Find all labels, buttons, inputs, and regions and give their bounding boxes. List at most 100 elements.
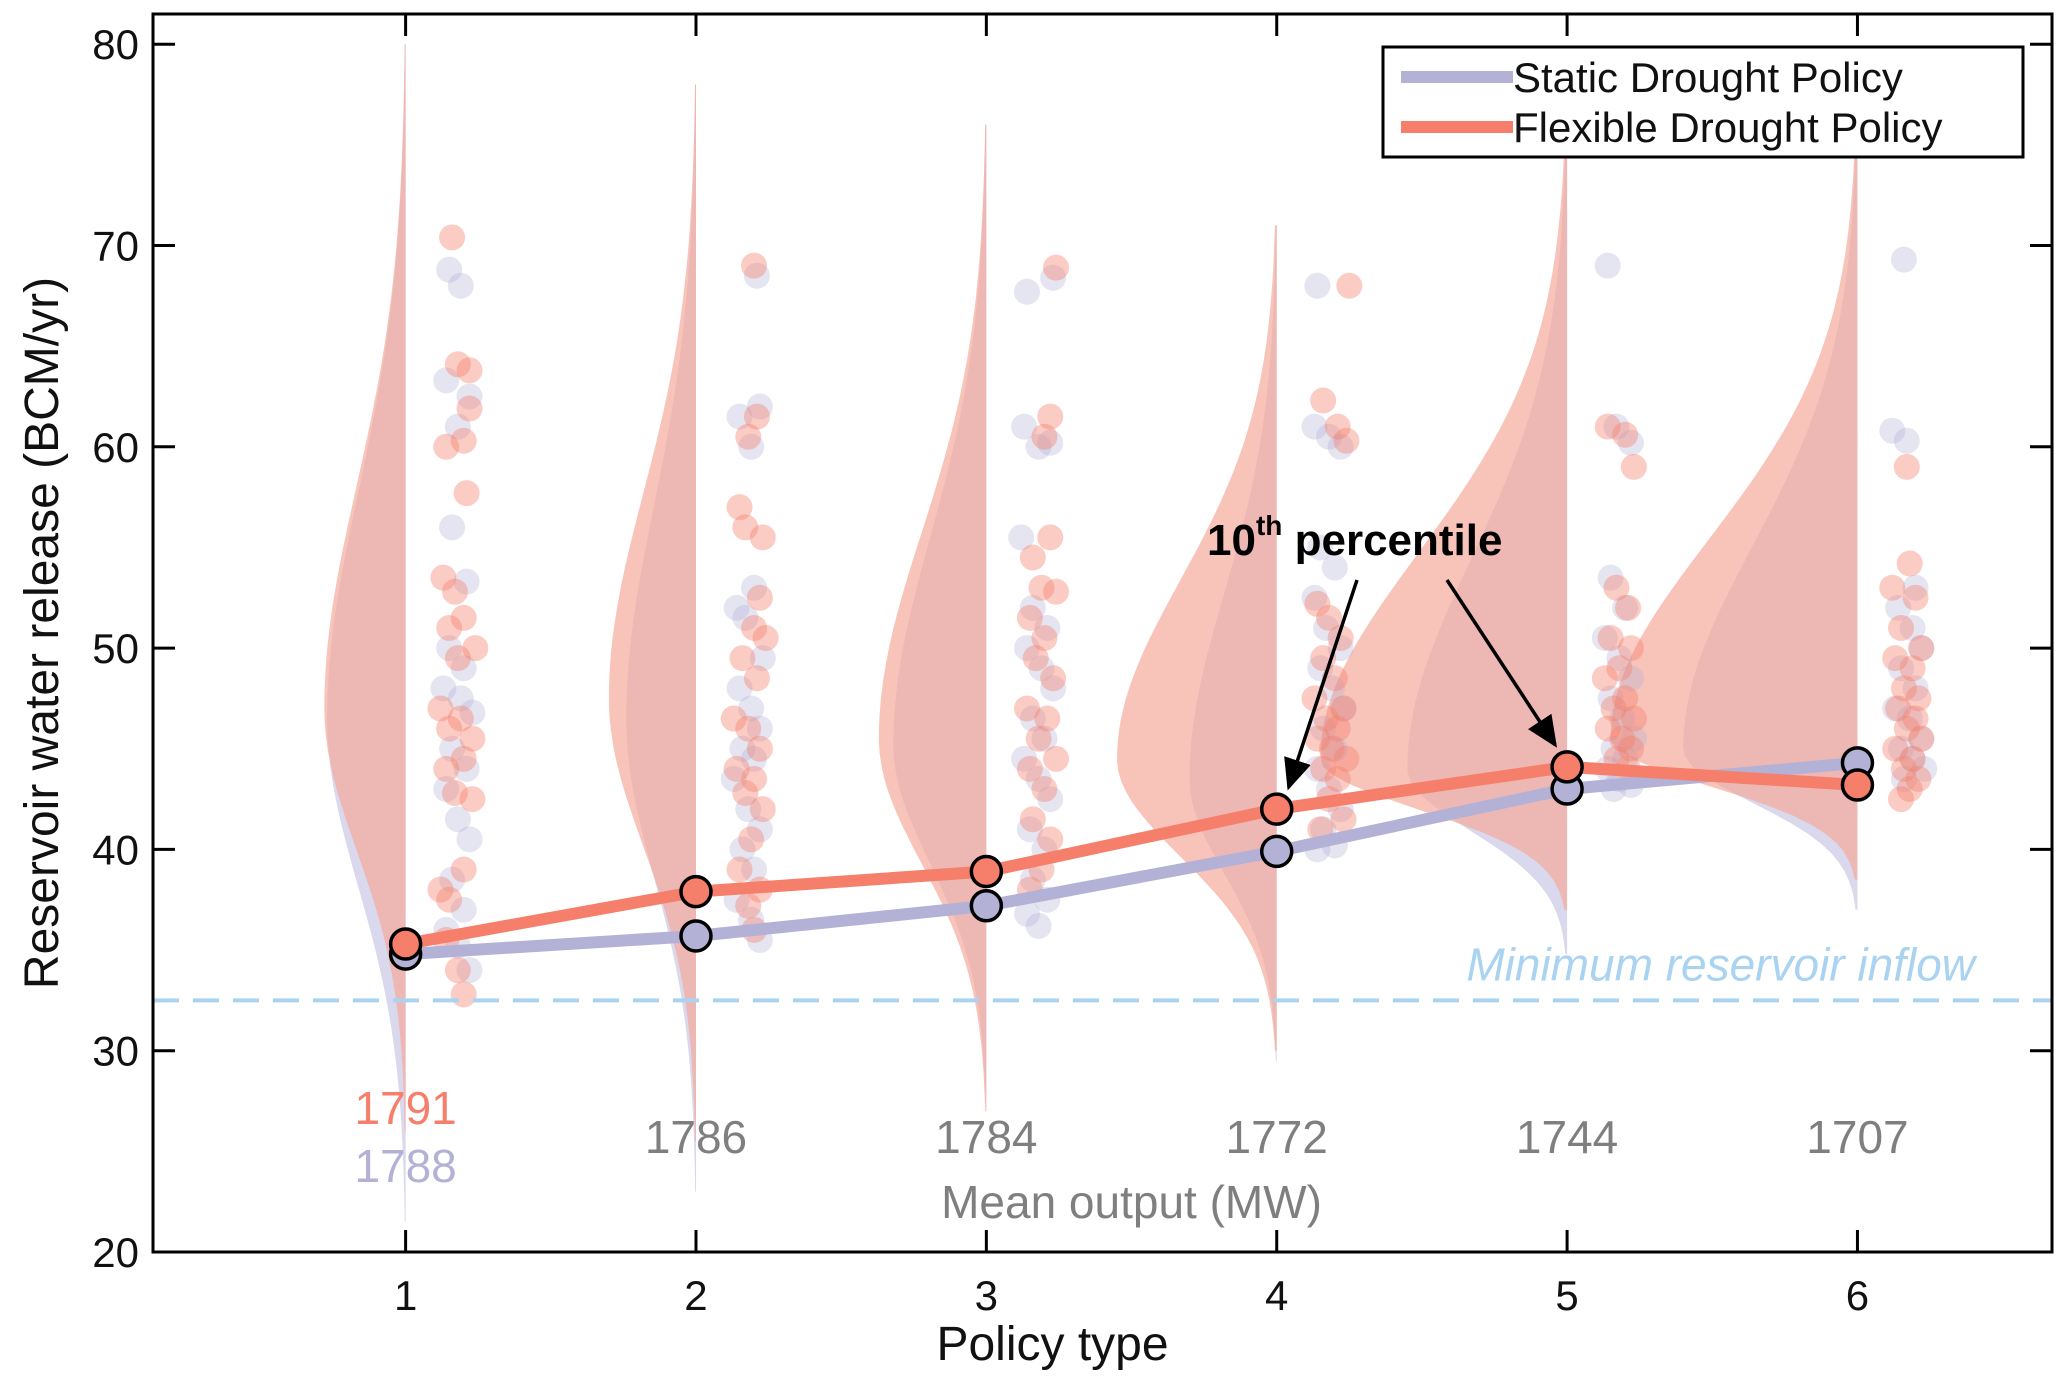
mean-output-label: 1744 [1516,1111,1618,1163]
flexible-point [444,957,471,984]
y-tick-label: 50 [92,625,139,672]
series-marker-static [679,919,713,953]
static-point [430,675,457,702]
static-point [1318,675,1345,702]
static-point [1307,534,1334,561]
flexible-point [456,395,483,422]
flexible-point [735,892,762,919]
flexible-point [1600,695,1627,722]
mean-output-label: 1707 [1806,1111,1908,1163]
static-point [1019,866,1046,893]
percentile-annotation: 10th percentile [1207,510,1502,565]
flexible-point [1304,725,1331,752]
static-point [746,816,773,843]
static-point [1321,735,1348,762]
flexible-point [433,433,460,460]
flexible-point [433,755,460,782]
flexible-point [1888,786,1915,813]
static-point [439,735,466,762]
static-point [743,262,770,289]
static-point [1321,554,1348,581]
flexible-point [1888,614,1915,641]
flexible-violin-6 [1610,144,1858,880]
flexible-point [735,715,762,742]
flexible-point [1882,645,1909,672]
flexible-point [1016,755,1043,782]
static-point [729,836,756,863]
static-point [1014,900,1041,927]
flexible-point [1336,272,1363,299]
flexible-point [450,856,477,883]
violin-layer [324,44,1858,1222]
flexible-point [1022,645,1049,672]
flexible-violin-2 [608,84,696,1142]
mean-output-label: 1772 [1226,1111,1328,1163]
static-point [720,765,747,792]
flexible-point [726,494,753,521]
x-tick-label: 4 [1265,1272,1288,1319]
flexible-point [743,665,770,692]
flexible-point [1896,776,1923,803]
flexible-point [1902,705,1929,732]
flexible-point [1019,806,1046,833]
static-point [729,735,756,762]
series-marker-static [969,889,1004,923]
flexible-point [447,705,474,732]
static-point [447,272,474,299]
flexible-point [1594,715,1621,742]
flexible-point [738,826,765,853]
flexible-point [453,480,480,507]
x-tick-label: 2 [684,1272,707,1319]
series-marker-flexible [679,874,713,909]
flexible-point [1324,715,1351,742]
flexible-point [1617,635,1644,662]
flexible-point [1896,550,1923,577]
flexible-point [441,780,468,807]
flexible-point [444,645,471,672]
flexible-point [741,252,768,279]
static-point [1911,755,1938,782]
static-point [453,568,480,595]
mean-output-title: Mean output (MW) [941,1176,1322,1228]
static-point [1037,429,1064,456]
static-point [1890,246,1917,273]
flexible-point [430,564,457,591]
series-line-static [399,756,1864,961]
static-point [749,645,776,672]
static-point [1591,625,1618,652]
y-axis-title: Reservoir water release (BCM/yr) [16,277,69,989]
static-point [450,896,477,923]
y-tick-label: 60 [92,424,139,471]
flexible-point [1890,755,1917,782]
flexible-point [732,514,759,541]
static-point [1609,705,1636,732]
static-point [439,514,466,541]
flexible-violin-3 [878,124,987,1112]
flexible-point [1016,604,1043,631]
y-tick-label: 30 [92,1028,139,1075]
flexible-point [1899,745,1926,772]
static-point [746,715,773,742]
flexible-point [1893,715,1920,742]
static-point [1014,635,1041,662]
series-marker-static [1259,834,1294,869]
flexible-point [723,755,750,782]
static-point [726,675,753,702]
flexible-point [1310,387,1337,414]
static-point [1028,655,1055,682]
flexible-point [427,876,454,903]
static-point [1310,715,1337,742]
min-inflow-label: Minimum reservoir inflow [1466,938,1977,990]
flexible-point [726,856,753,883]
y-tick-label: 80 [92,21,139,68]
flexible-point [1594,413,1621,440]
static-point [1019,705,1046,732]
flexible-point [1304,590,1331,617]
flexible-point [1324,765,1351,792]
flexible-point [1908,635,1935,662]
flexible-point [752,625,779,652]
flexible-point [1315,604,1342,631]
flexible-point [1333,427,1360,454]
flexible-point [450,427,477,454]
flexible-point [439,224,466,251]
